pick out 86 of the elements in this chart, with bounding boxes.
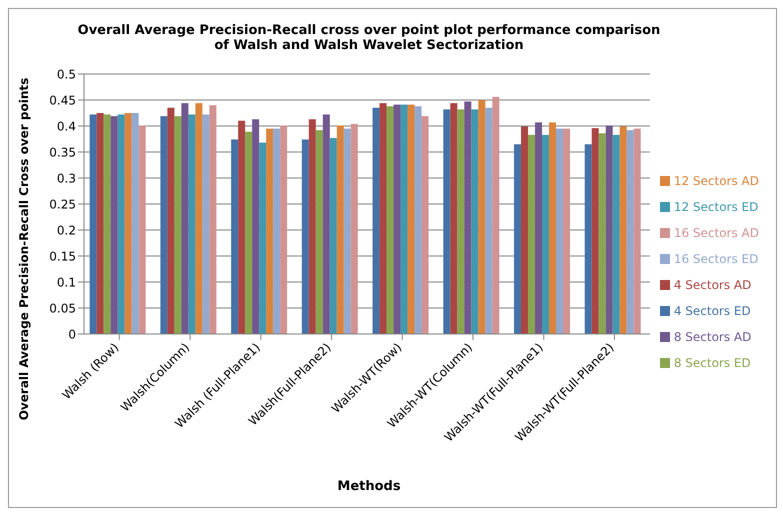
bar <box>245 132 252 334</box>
bar <box>584 144 592 334</box>
y-axis-title: Overall Average Precision-Recall Cross over points <box>17 78 31 420</box>
bar <box>457 109 464 334</box>
bar <box>124 113 132 334</box>
bar <box>231 140 238 334</box>
bar <box>132 113 139 334</box>
y-tick-label: 0 <box>68 327 76 342</box>
y-tick-label: 0.15 <box>49 249 76 264</box>
bar <box>96 113 104 334</box>
legend-label: 4 Sectors AD <box>674 278 752 292</box>
bar <box>478 100 486 334</box>
y-tick-label: 0.35 <box>49 145 76 160</box>
bar <box>394 104 401 334</box>
y-tick-label: 0.05 <box>49 301 76 316</box>
bar <box>209 105 216 334</box>
bar <box>408 104 415 334</box>
y-tick-label: 0.25 <box>49 197 76 212</box>
bar <box>174 116 182 334</box>
bar <box>336 125 344 334</box>
bar <box>606 125 613 334</box>
bar <box>549 122 556 334</box>
chart-title: Overall Average Precision-Recall cross over point plot performance comparison of Walsh and Walsh Wavelet Sectorization <box>76 23 662 53</box>
bar <box>195 103 202 334</box>
bar <box>556 128 564 334</box>
bar <box>372 108 380 334</box>
legend-label: 16 Sectors AD <box>674 226 759 240</box>
bar <box>620 126 627 334</box>
y-tick-label: 0.2 <box>56 223 76 238</box>
bar <box>542 134 550 334</box>
bar <box>188 114 196 334</box>
bar <box>308 119 316 334</box>
y-tick-label: 0.5 <box>56 67 76 82</box>
bar <box>181 103 188 334</box>
bar <box>592 128 599 334</box>
bar <box>414 106 422 334</box>
bar <box>464 102 472 334</box>
legend-label: 8 Sectors ED <box>674 356 751 370</box>
bar <box>104 114 111 334</box>
bar <box>612 134 620 334</box>
bar <box>422 116 429 334</box>
bar <box>598 133 606 334</box>
bar <box>302 140 309 334</box>
bar <box>138 125 146 334</box>
y-tick-label: 0.3 <box>56 171 76 186</box>
bar <box>521 126 528 334</box>
bar <box>563 128 570 334</box>
bar <box>322 114 330 334</box>
bar <box>528 134 536 334</box>
bar <box>492 96 500 334</box>
x-axis-title: Methods <box>336 479 402 494</box>
legend-label: 12 Sectors AD <box>674 174 759 188</box>
bar <box>118 114 125 334</box>
bar <box>535 122 542 334</box>
bar <box>450 103 458 334</box>
bar <box>202 114 210 334</box>
y-tick-label: 0.1 <box>56 275 76 290</box>
y-tick-label: 0.4 <box>56 119 76 134</box>
bar <box>380 103 387 334</box>
bar <box>330 138 337 334</box>
legend-label: 4 Sectors ED <box>674 304 751 318</box>
bar <box>160 116 168 334</box>
bar <box>350 124 358 334</box>
bar <box>634 128 641 334</box>
bar <box>167 108 174 334</box>
legend-label: 16 Sectors ED <box>674 252 758 266</box>
bar <box>90 114 97 334</box>
bar <box>273 128 280 334</box>
legend-label: 8 Sectors AD <box>674 330 752 344</box>
bar <box>266 128 274 334</box>
bar <box>259 142 266 334</box>
bar <box>626 130 634 334</box>
bar <box>238 120 246 334</box>
y-tick-label: 0.45 <box>49 93 76 108</box>
bar <box>400 104 408 334</box>
bar <box>443 109 450 334</box>
legend-label: 12 Sectors ED <box>674 200 758 214</box>
bar <box>386 106 394 334</box>
bar <box>110 116 118 334</box>
bar <box>316 130 323 334</box>
bar <box>514 144 522 334</box>
bar <box>471 109 478 334</box>
bar <box>344 128 351 334</box>
bar <box>280 125 288 334</box>
bar <box>252 119 260 334</box>
bar <box>485 108 492 334</box>
